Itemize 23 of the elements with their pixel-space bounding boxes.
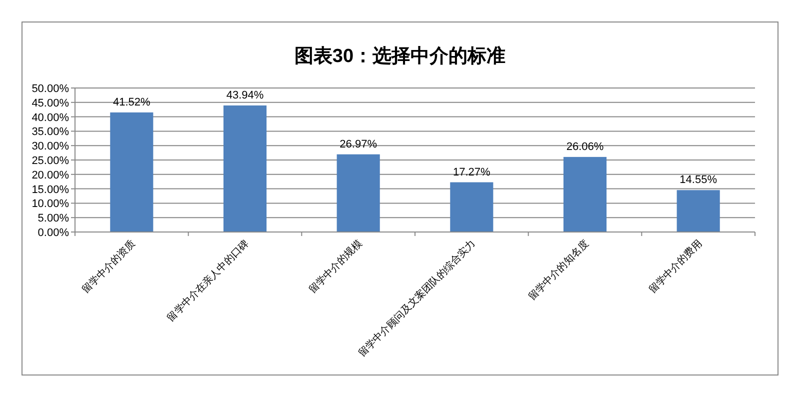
x-tick-label: 留学中介的资质	[80, 238, 138, 296]
y-tick-label: 35.00%	[32, 126, 70, 138]
x-tick-label: 留学中介的规模	[306, 238, 364, 296]
y-tick-label: 0.00%	[38, 227, 70, 239]
data-label: 26.06%	[566, 140, 604, 153]
y-tick-label: 10.00%	[32, 198, 70, 210]
y-tick-label: 30.00%	[32, 140, 70, 153]
data-label: 14.55%	[680, 174, 718, 186]
y-tick-label: 25.00%	[32, 155, 70, 167]
y-tick-label: 5.00%	[38, 212, 70, 225]
y-tick-label: 15.00%	[32, 184, 70, 196]
chart-title: 图表30：选择中介的标准	[294, 45, 506, 67]
x-tick-label: 留学中介的知名度	[526, 238, 592, 303]
y-tick-label: 50.00%	[32, 83, 70, 95]
x-tick-label: 留学中介在亲人中的口碑	[164, 238, 252, 324]
y-tick-label: 20.00%	[32, 169, 70, 182]
data-label: 43.94%	[226, 89, 264, 102]
data-label: 41.52%	[113, 96, 151, 108]
y-tick-label: 40.00%	[32, 112, 70, 124]
x-tick-label: 留学中介的费用	[646, 238, 704, 296]
data-label: 26.97%	[340, 138, 378, 150]
data-label: 17.27%	[453, 166, 491, 178]
y-tick-label: 45.00%	[32, 97, 70, 110]
